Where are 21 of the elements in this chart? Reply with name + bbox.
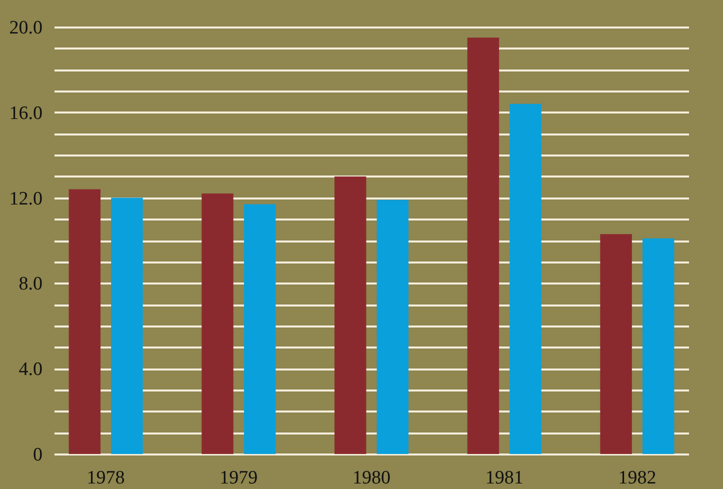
y-tick-label: 4.0 [18,359,42,380]
bar [334,176,366,454]
y-tick-label: 20.0 [9,18,42,38]
bar [111,198,143,454]
x-tick-label: 1981 [485,468,524,488]
bar [202,194,234,454]
bar [600,234,632,454]
x-tick-label: 1982 [618,468,656,488]
x-tick-label: 1979 [220,468,258,488]
bar [642,238,674,454]
bar [244,204,276,454]
bar [510,104,542,454]
x-tick-label: 1980 [352,468,390,488]
bar [467,38,500,454]
bar [376,200,409,454]
x-tick-label: 1978 [86,468,125,488]
y-tick-label: 8.0 [18,274,42,295]
y-tick-label: 12.0 [9,188,42,210]
y-tick-label: 16.0 [9,102,42,124]
bar [68,189,101,454]
y-tick-label: 0 [33,444,42,466]
